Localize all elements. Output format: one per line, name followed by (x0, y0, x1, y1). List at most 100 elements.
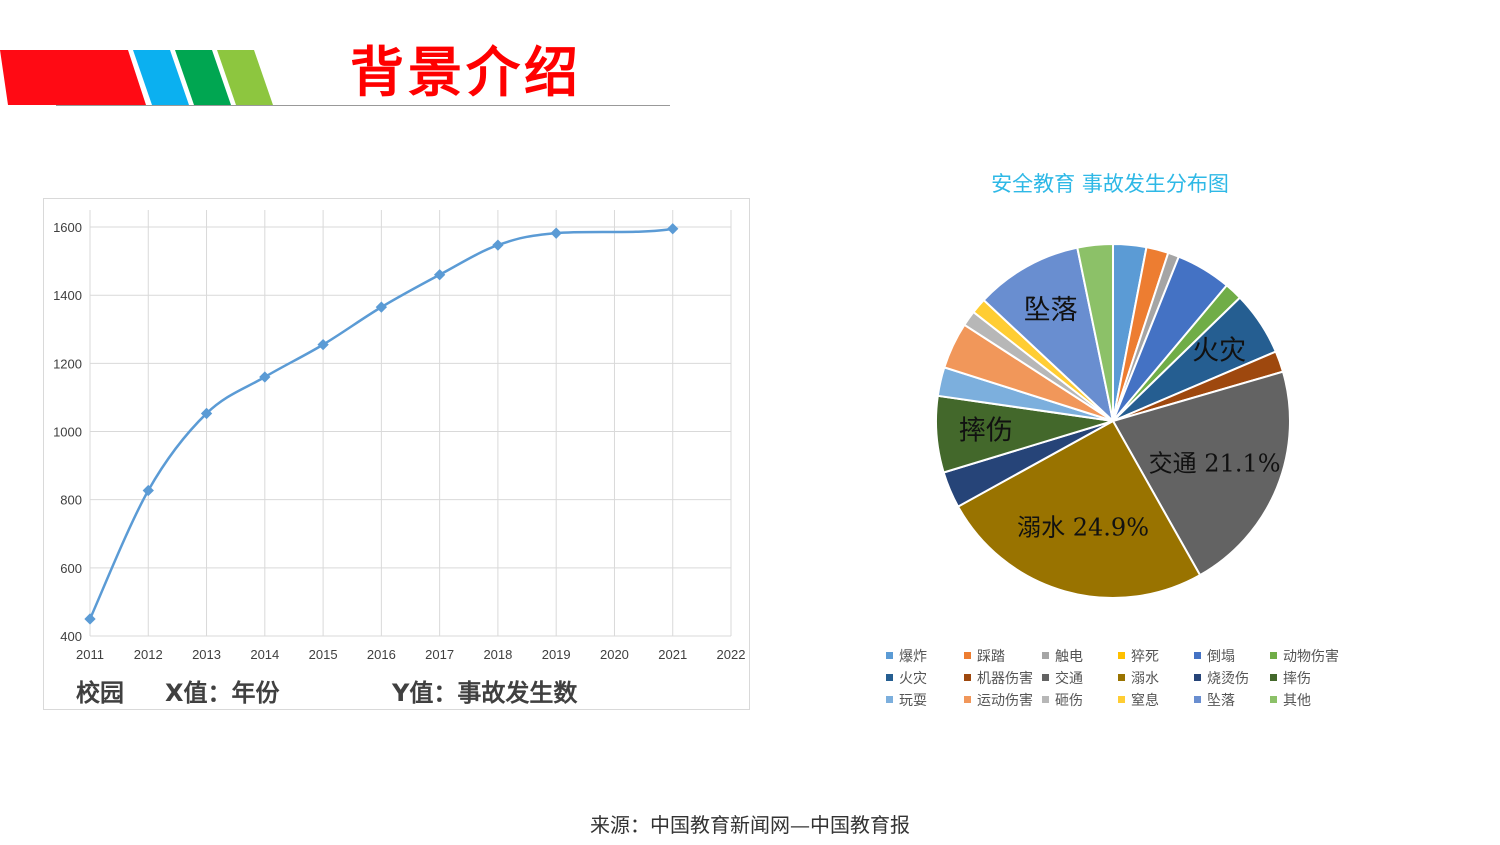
stripe-blue (133, 50, 189, 105)
legend-swatch (886, 673, 893, 681)
legend-label: 倒塌 (1207, 649, 1235, 665)
legend-swatch (1270, 651, 1277, 659)
legend-item: 踩踏 (964, 646, 1005, 666)
legend-swatch (1270, 695, 1277, 703)
y-tick-label: 800 (60, 493, 82, 508)
x-tick-label: 2020 (600, 647, 629, 662)
y-tick-label: 600 (60, 561, 82, 576)
legend-label: 烧烫伤 (1207, 671, 1249, 687)
legend-label: 机器伤害 (977, 671, 1033, 687)
slice-label: 坠落 (1024, 295, 1078, 326)
legend-swatch (964, 695, 971, 703)
legend-item: 交通 (1042, 668, 1083, 688)
y-tick-label: 1200 (53, 356, 82, 371)
legend-label: 摔伤 (1283, 671, 1311, 687)
pie-slice (956, 419, 1202, 599)
y-tick-label: 400 (60, 629, 82, 644)
legend-item: 机器伤害 (964, 668, 1033, 688)
pie-chart-title: 安全教育 事故发生分布图 (991, 172, 1229, 196)
x-tick-label: 2016 (367, 647, 396, 662)
x-tick-label: 2018 (483, 647, 512, 662)
slice-label: 摔伤 (959, 416, 1013, 447)
stripe-green (175, 50, 231, 105)
x-tick-label: 2017 (425, 647, 454, 662)
line-chart-panel (43, 198, 750, 710)
legend-label: 运动伤害 (977, 693, 1033, 709)
legend-label: 火灾 (899, 671, 927, 687)
legend-swatch (1042, 673, 1049, 681)
legend-item: 窒息 (1118, 690, 1159, 710)
legend-item: 玩耍 (886, 690, 927, 710)
legend-swatch (964, 651, 971, 659)
legend-item: 动物伤害 (1270, 646, 1339, 666)
x-tick-label: 2021 (658, 647, 687, 662)
x-tick-label: 2013 (192, 647, 221, 662)
line-chart: 2011 2012 2013 2014 2015 2016 2017 2018 2019 2020… (53, 210, 746, 662)
legend-label: 砸伤 (1055, 693, 1083, 709)
legend-label: 爆炸 (899, 649, 927, 665)
source-note: 来源：中国教育新闻网—中国教育报 (590, 813, 910, 837)
header-stripes (0, 50, 670, 106)
legend-label: 坠落 (1207, 693, 1235, 709)
legend-label: 溺水 (1131, 671, 1159, 687)
y-tick-label: 1400 (53, 288, 82, 303)
legend-label: 踩踏 (977, 649, 1005, 665)
x-tick-label: 2011 (76, 647, 104, 662)
legend-item: 运动伤害 (964, 690, 1033, 710)
data-point (317, 338, 329, 351)
legend-swatch (1118, 651, 1125, 659)
legend-label: 猝死 (1131, 649, 1159, 665)
legend-swatch (1042, 651, 1049, 659)
legend-swatch (1270, 673, 1277, 681)
page-title: 背景介绍 (350, 41, 582, 104)
legend-swatch (1042, 695, 1049, 703)
legend-swatch (1118, 673, 1125, 681)
legend-label: 其他 (1283, 693, 1311, 709)
legend-label: 触电 (1055, 649, 1083, 665)
legend-item: 爆炸 (886, 646, 927, 666)
pie-slice (982, 246, 1115, 424)
legend-label: 玩耍 (899, 693, 927, 709)
data-point (667, 223, 679, 235)
x-tick-label: 2014 (250, 647, 279, 662)
legend-item: 溺水 (1118, 668, 1159, 688)
x-tick-label: 2022 (717, 647, 746, 662)
data-point (200, 407, 213, 420)
legend-item: 坠落 (1194, 690, 1235, 710)
pie-slice (1111, 370, 1291, 577)
legend-item: 摔伤 (1270, 668, 1311, 688)
legend-swatch (1194, 651, 1201, 659)
slice-label: 交通 21.1% (1149, 449, 1281, 477)
x-tick-label: 2019 (542, 647, 571, 662)
legend-label: 窒息 (1131, 693, 1159, 709)
pie-slice (1076, 242, 1114, 422)
legend-label: 动物伤害 (1283, 649, 1339, 665)
data-point (550, 227, 562, 239)
legend-swatch (1194, 673, 1201, 681)
data-point (259, 371, 271, 383)
legend-swatch (964, 673, 971, 681)
data-point (84, 613, 96, 625)
legend-swatch (1194, 695, 1201, 703)
legend-item: 烧烫伤 (1194, 668, 1249, 688)
legend-item: 倒塌 (1194, 646, 1235, 666)
legend-swatch (886, 651, 893, 659)
caption-campus: 校园 (76, 679, 124, 707)
x-tick-label: 2015 (309, 647, 338, 662)
legend-item: 火灾 (886, 668, 927, 688)
caption-y-axis: Y值：事故发生数 (392, 679, 578, 707)
x-tick-label: 2012 (134, 647, 163, 662)
data-point (433, 269, 446, 281)
data-point (375, 301, 388, 313)
caption-x-axis: X值：年份 (165, 679, 280, 707)
data-point (492, 239, 504, 251)
data-point (142, 484, 154, 497)
y-tick-label: 1000 (53, 425, 82, 440)
stripe-red (0, 50, 146, 105)
legend-swatch (1118, 695, 1125, 703)
slice-label: 火灾 (1192, 335, 1246, 366)
stripe-light-green (217, 50, 273, 105)
legend-item: 其他 (1270, 690, 1311, 710)
legend-item: 砸伤 (1042, 690, 1083, 710)
